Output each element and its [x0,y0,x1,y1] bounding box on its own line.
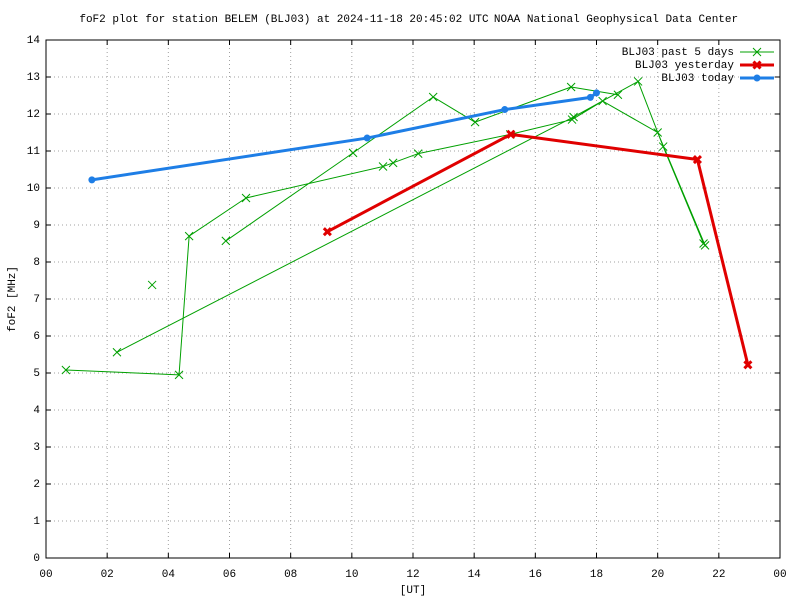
series-line [65,80,706,376]
point [633,77,643,86]
y-tick-label: 2 [33,479,40,491]
point [593,89,600,97]
point [363,134,371,142]
point [613,90,623,100]
point [428,92,438,102]
point [241,193,251,203]
y-tick-label: 14 [27,35,41,47]
y-axis-label: foF2 [MHz] [7,266,19,332]
point [658,142,668,151]
y-tick-label: 4 [33,405,40,417]
point [348,148,358,158]
chart-title: foF2 plot for station BELEM (BLJ03) at 2… [79,14,489,26]
y-tick-label: 12 [27,109,40,121]
point [567,115,577,124]
point [743,360,753,370]
y-tick-label: 3 [33,442,40,454]
y-tick-label: 1 [33,516,40,528]
x-tick-label: 16 [529,569,542,581]
point [184,231,194,241]
legend-marker [752,60,762,70]
chart-subtitle: NOAA National Geophysical Data Center [494,14,738,26]
series-line [326,132,750,366]
point [112,347,122,357]
y-tick-label: 11 [27,146,41,158]
point [470,117,480,127]
y-tick-label: 8 [33,257,40,269]
point [322,227,332,237]
x-tick-label: 12 [406,569,419,581]
y-tick-label: 13 [27,72,40,84]
y-tick-label: 10 [27,183,40,195]
x-tick-label: 20 [651,569,664,581]
x-tick-label: 14 [468,569,482,581]
point [413,149,423,158]
point [598,96,607,106]
y-tick-label: 6 [33,331,40,343]
point [569,112,578,122]
legend-label: BLJ03 past 5 days [622,47,734,59]
point [378,162,388,171]
x-tick-label: 06 [223,569,236,581]
point [692,154,702,165]
point [388,158,398,168]
point [653,128,663,137]
point [61,365,71,375]
point [566,82,576,92]
point [88,176,96,184]
point [586,93,594,101]
legend-marker [753,74,761,82]
point [174,370,184,380]
x-tick-label: 10 [345,569,358,581]
x-tick-label: 08 [284,569,297,581]
point [147,280,157,290]
y-tick-label: 0 [33,553,40,565]
point [501,106,509,114]
x-tick-label: 00 [39,569,52,581]
y-tick-label: 5 [33,368,40,380]
legend-label: BLJ03 yesterday [635,60,734,72]
y-tick-label: 7 [33,294,40,306]
plot-frame [45,39,781,559]
point [699,239,708,248]
y-tick-label: 9 [33,220,40,232]
point [221,236,231,246]
point [506,129,516,139]
x-tick-label: 22 [712,569,725,581]
x-axis-label: [UT] [400,585,426,597]
x-tick-label: 02 [101,569,114,581]
legend-marker [752,47,762,57]
x-tick-label: 04 [162,569,176,581]
x-tick-label: 00 [773,569,786,581]
x-tick-label: 18 [590,569,603,581]
legend-label: BLJ03 today [661,73,734,85]
